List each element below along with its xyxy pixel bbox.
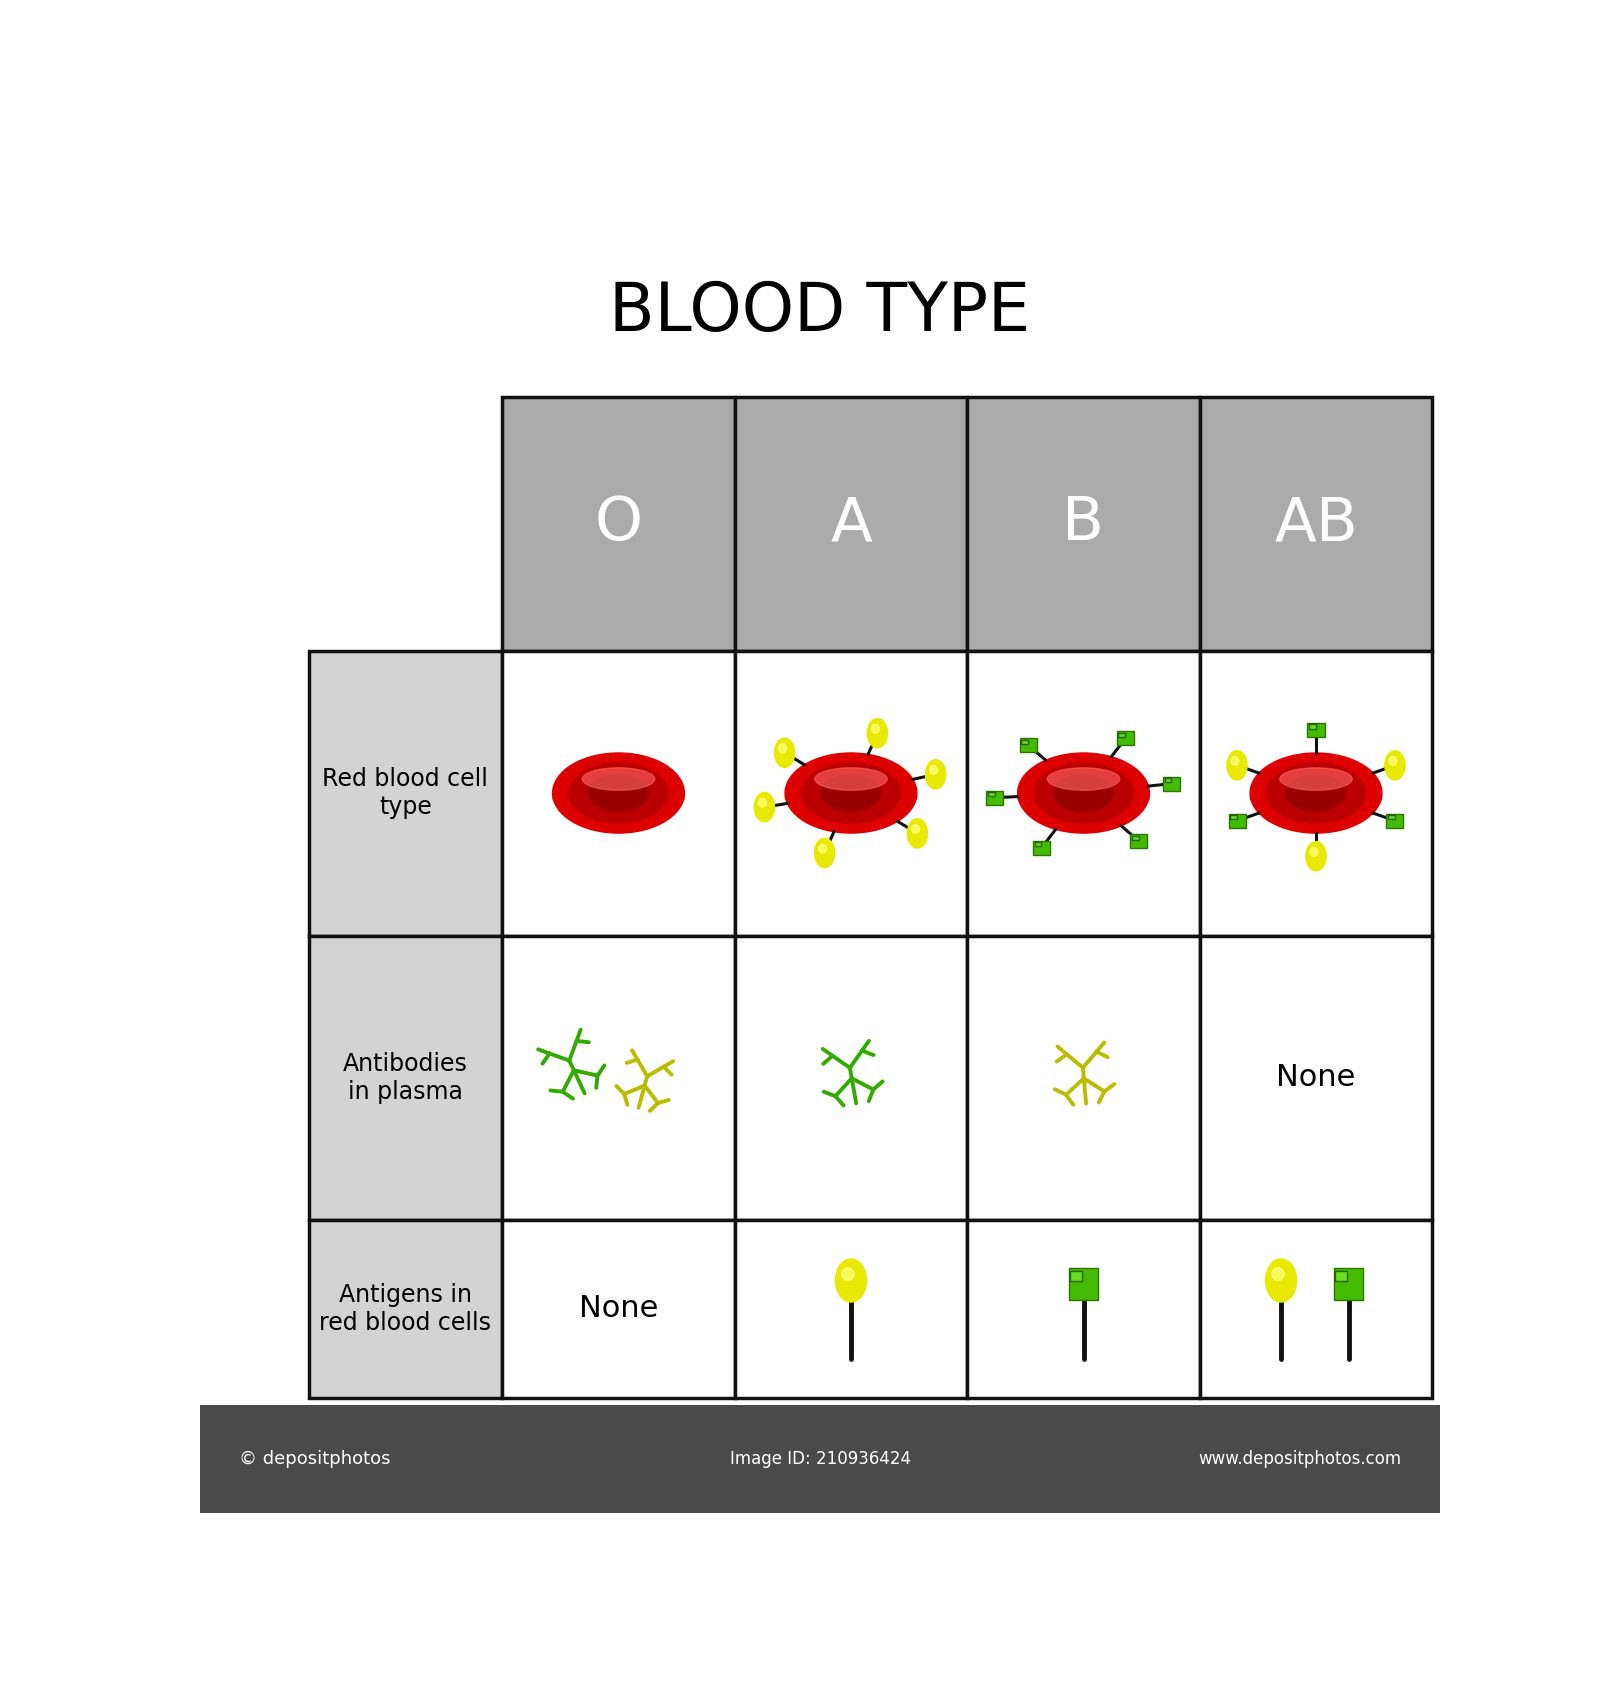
Bar (309, 1221, 502, 1397)
Text: O: O (595, 495, 643, 552)
Bar (1200, 396, 1432, 651)
FancyBboxPatch shape (1334, 1268, 1363, 1300)
Ellipse shape (1266, 1260, 1296, 1302)
Bar (734, 651, 968, 935)
Ellipse shape (1386, 751, 1405, 780)
Ellipse shape (1227, 751, 1246, 780)
Bar (968, 651, 1200, 935)
FancyBboxPatch shape (1034, 842, 1050, 855)
Bar (734, 935, 968, 1221)
Text: Image ID: 210936424: Image ID: 210936424 (730, 1450, 910, 1469)
Bar (502, 1221, 734, 1397)
Ellipse shape (930, 765, 938, 774)
Ellipse shape (821, 775, 880, 811)
Ellipse shape (1267, 763, 1365, 823)
Bar (1200, 1221, 1432, 1397)
FancyBboxPatch shape (1387, 816, 1395, 819)
Bar (734, 1221, 968, 1397)
Text: Antibodies
in plasma: Antibodies in plasma (342, 1052, 467, 1103)
Bar (502, 396, 734, 651)
Ellipse shape (570, 763, 667, 823)
Bar (734, 396, 968, 651)
Ellipse shape (1250, 753, 1382, 833)
Ellipse shape (552, 784, 685, 811)
Text: BLOOD TYPE: BLOOD TYPE (610, 279, 1030, 345)
FancyBboxPatch shape (1387, 814, 1403, 828)
Ellipse shape (912, 824, 920, 833)
Text: Antigens in
red blood cells: Antigens in red blood cells (320, 1284, 491, 1334)
Bar (309, 935, 502, 1221)
Ellipse shape (925, 760, 946, 789)
Text: None: None (579, 1294, 658, 1324)
Ellipse shape (835, 1260, 867, 1302)
FancyBboxPatch shape (1307, 722, 1325, 736)
FancyBboxPatch shape (1229, 814, 1245, 828)
Ellipse shape (1018, 784, 1149, 811)
Ellipse shape (786, 784, 917, 811)
Bar (502, 651, 734, 935)
Ellipse shape (786, 753, 917, 833)
Ellipse shape (814, 838, 835, 867)
Text: None: None (1277, 1064, 1355, 1093)
Text: © depositphotos: © depositphotos (238, 1450, 390, 1469)
FancyBboxPatch shape (1118, 733, 1125, 738)
Ellipse shape (1034, 763, 1133, 823)
FancyBboxPatch shape (1035, 842, 1042, 847)
Ellipse shape (582, 768, 654, 790)
Ellipse shape (842, 1268, 854, 1280)
FancyBboxPatch shape (1165, 779, 1171, 782)
FancyBboxPatch shape (1117, 731, 1134, 745)
Ellipse shape (754, 792, 774, 821)
FancyBboxPatch shape (1230, 816, 1237, 819)
Ellipse shape (872, 724, 880, 733)
Text: A: A (830, 495, 872, 552)
Bar (200, 1406, 1440, 1513)
Ellipse shape (589, 775, 648, 811)
FancyBboxPatch shape (1336, 1272, 1347, 1282)
Ellipse shape (1286, 775, 1346, 811)
FancyBboxPatch shape (1131, 835, 1139, 840)
FancyBboxPatch shape (1021, 740, 1029, 743)
Ellipse shape (1389, 756, 1397, 765)
FancyBboxPatch shape (1130, 835, 1147, 848)
Ellipse shape (552, 753, 685, 833)
Ellipse shape (1272, 1268, 1285, 1280)
Text: B: B (1062, 495, 1104, 552)
Ellipse shape (758, 799, 766, 808)
Bar (1200, 935, 1432, 1221)
Ellipse shape (1250, 784, 1382, 811)
Bar (309, 651, 502, 935)
Text: www.depositphotos.com: www.depositphotos.com (1198, 1450, 1402, 1469)
Ellipse shape (1310, 847, 1318, 857)
Ellipse shape (1280, 768, 1352, 790)
Ellipse shape (867, 719, 888, 748)
Ellipse shape (1018, 753, 1149, 833)
Ellipse shape (1054, 775, 1114, 811)
FancyBboxPatch shape (1309, 724, 1315, 729)
Ellipse shape (814, 768, 888, 790)
FancyBboxPatch shape (1163, 777, 1181, 790)
Ellipse shape (907, 819, 928, 848)
FancyBboxPatch shape (1019, 738, 1037, 751)
FancyBboxPatch shape (987, 792, 995, 796)
Ellipse shape (779, 745, 787, 753)
Ellipse shape (1306, 842, 1326, 870)
Bar (502, 935, 734, 1221)
Ellipse shape (1048, 768, 1120, 790)
Ellipse shape (802, 763, 901, 823)
Bar (968, 396, 1200, 651)
Ellipse shape (819, 845, 827, 853)
Bar (1200, 651, 1432, 935)
Text: AB: AB (1274, 495, 1358, 552)
Ellipse shape (1230, 756, 1238, 765)
Text: Red blood cell
type: Red blood cell type (323, 767, 488, 819)
Bar (968, 935, 1200, 1221)
FancyBboxPatch shape (986, 790, 1003, 804)
FancyBboxPatch shape (1070, 1272, 1082, 1282)
Bar (968, 1221, 1200, 1397)
FancyBboxPatch shape (1069, 1268, 1098, 1300)
Ellipse shape (774, 738, 795, 767)
